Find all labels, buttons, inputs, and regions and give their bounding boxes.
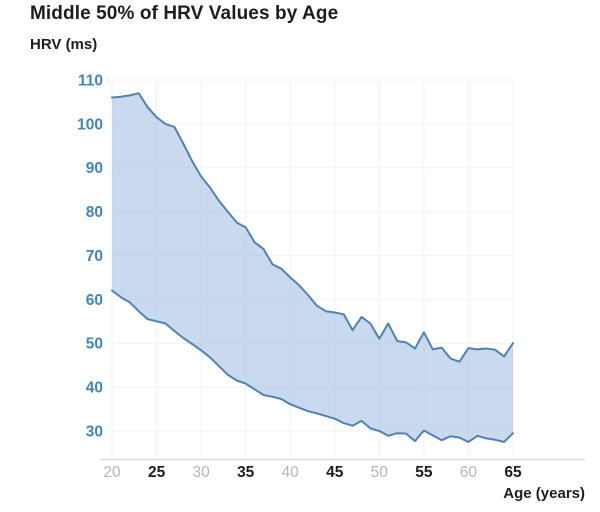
x-tick-label: 40 bbox=[282, 464, 300, 481]
y-tick-label: 80 bbox=[86, 204, 103, 221]
chart-title: Middle 50% of HRV Values by Age bbox=[30, 3, 339, 24]
y-tick-label: 90 bbox=[86, 160, 103, 177]
x-tick-label: 50 bbox=[371, 464, 389, 481]
x-tick-label: 45 bbox=[326, 464, 344, 481]
y-axis-title: HRV (ms) bbox=[30, 36, 98, 53]
y-tick-label: 30 bbox=[86, 424, 103, 441]
upper-bound-line bbox=[111, 92, 514, 363]
x-tick-label: 35 bbox=[237, 464, 255, 481]
y-tick-label: 70 bbox=[86, 248, 103, 265]
lower-bound-line bbox=[111, 289, 514, 443]
y-tick-label: 40 bbox=[86, 380, 103, 397]
y-tick-label: 110 bbox=[78, 73, 103, 90]
x-tick-label: 25 bbox=[148, 464, 166, 481]
x-tick-label: 55 bbox=[415, 464, 433, 481]
x-tick-label: 60 bbox=[460, 464, 478, 481]
x-axis-title: Age (years) bbox=[503, 485, 585, 502]
iqr-band-area bbox=[112, 93, 513, 442]
y-tick-label: 100 bbox=[77, 116, 103, 133]
x-tick-label: 20 bbox=[103, 464, 121, 481]
y-tick-label: 60 bbox=[86, 292, 103, 309]
x-tick-label: 65 bbox=[504, 464, 522, 481]
x-tick-label: 30 bbox=[192, 464, 210, 481]
y-tick-label: 50 bbox=[86, 336, 103, 353]
